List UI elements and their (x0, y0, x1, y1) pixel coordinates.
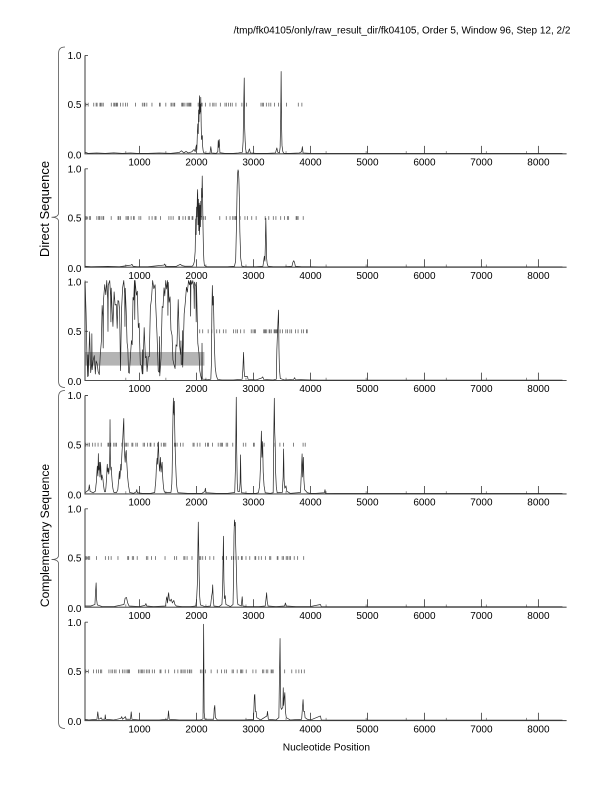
svg-text:8000: 8000 (527, 271, 550, 282)
svg-text:0.0: 0.0 (68, 264, 82, 275)
svg-text:4000: 4000 (299, 158, 322, 169)
svg-text:3000: 3000 (242, 384, 265, 395)
svg-text:1.0: 1.0 (68, 391, 82, 402)
svg-text:3000: 3000 (242, 611, 265, 622)
svg-text:8000: 8000 (527, 158, 550, 169)
svg-text:8000: 8000 (527, 384, 550, 395)
svg-text:7000: 7000 (470, 724, 493, 735)
svg-text:3000: 3000 (242, 271, 265, 282)
svg-text:5000: 5000 (356, 611, 379, 622)
svg-text:/tmp/fk04105/only/raw_result_d: /tmp/fk04105/only/raw_result_dir/fk04105… (234, 26, 571, 37)
svg-text:5000: 5000 (356, 271, 379, 282)
svg-text:3000: 3000 (242, 498, 265, 509)
svg-text:7000: 7000 (470, 384, 493, 395)
svg-text:4000: 4000 (299, 611, 322, 622)
svg-text:7000: 7000 (470, 611, 493, 622)
svg-text:7000: 7000 (470, 498, 493, 509)
svg-text:0.0: 0.0 (68, 377, 82, 388)
svg-text:1.0: 1.0 (68, 164, 82, 175)
svg-text:3000: 3000 (242, 724, 265, 735)
svg-text:1.0: 1.0 (68, 278, 82, 289)
svg-text:2000: 2000 (185, 271, 208, 282)
svg-text:1000: 1000 (128, 611, 151, 622)
svg-text:0.5: 0.5 (68, 667, 82, 678)
svg-text:1.0: 1.0 (68, 51, 82, 62)
svg-text:2000: 2000 (185, 384, 208, 395)
svg-text:3000: 3000 (242, 158, 265, 169)
svg-text:4000: 4000 (299, 724, 322, 735)
svg-text:7000: 7000 (470, 158, 493, 169)
svg-text:2000: 2000 (185, 158, 208, 169)
svg-text:0.5: 0.5 (68, 214, 82, 225)
svg-text:Nucleotide Position: Nucleotide Position (283, 743, 370, 754)
svg-text:1000: 1000 (128, 271, 151, 282)
svg-text:0.5: 0.5 (68, 327, 82, 338)
svg-text:6000: 6000 (413, 498, 436, 509)
svg-text:5000: 5000 (356, 158, 379, 169)
svg-text:6000: 6000 (413, 611, 436, 622)
svg-text:4000: 4000 (299, 384, 322, 395)
svg-text:8000: 8000 (527, 498, 550, 509)
svg-text:0.5: 0.5 (68, 554, 82, 565)
svg-text:8000: 8000 (527, 724, 550, 735)
svg-text:1.0: 1.0 (68, 504, 82, 515)
svg-text:6000: 6000 (413, 724, 436, 735)
svg-text:0.5: 0.5 (68, 440, 82, 451)
svg-text:1000: 1000 (128, 158, 151, 169)
svg-text:2000: 2000 (185, 611, 208, 622)
svg-text:5000: 5000 (356, 384, 379, 395)
svg-text:Direct Sequence: Direct Sequence (37, 161, 52, 257)
svg-text:2000: 2000 (185, 498, 208, 509)
svg-text:4000: 4000 (299, 271, 322, 282)
svg-text:6000: 6000 (413, 158, 436, 169)
svg-text:4000: 4000 (299, 498, 322, 509)
svg-text:0.0: 0.0 (68, 717, 82, 728)
svg-text:8000: 8000 (527, 611, 550, 622)
svg-text:1000: 1000 (128, 724, 151, 735)
svg-text:0.0: 0.0 (68, 604, 82, 615)
svg-text:1.0: 1.0 (68, 618, 82, 629)
svg-text:5000: 5000 (356, 498, 379, 509)
svg-text:1000: 1000 (128, 498, 151, 509)
svg-text:2000: 2000 (185, 724, 208, 735)
svg-text:0.5: 0.5 (68, 100, 82, 111)
svg-text:0.0: 0.0 (68, 491, 82, 502)
svg-text:Complementary Sequence: Complementary Sequence (38, 464, 52, 607)
svg-text:6000: 6000 (413, 384, 436, 395)
svg-text:6000: 6000 (413, 271, 436, 282)
svg-text:0.0: 0.0 (68, 150, 82, 161)
svg-text:7000: 7000 (470, 271, 493, 282)
svg-text:1000: 1000 (128, 384, 151, 395)
svg-text:5000: 5000 (356, 724, 379, 735)
